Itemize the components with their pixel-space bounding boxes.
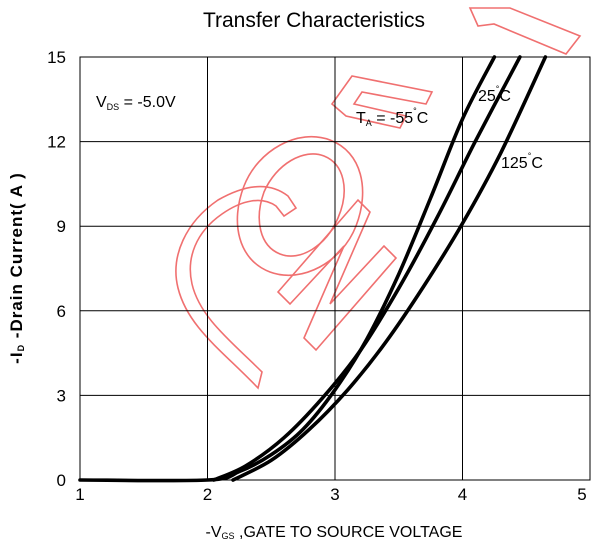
minus55-value: = -55: [372, 110, 413, 127]
vds-sub: DS: [107, 102, 120, 112]
watermark-letter-f: [330, 75, 434, 129]
y-tick-labels: 0 3 6 9 12 15: [47, 48, 66, 490]
plot-area-border: [79, 56, 591, 481]
y-tick-label: 6: [57, 302, 66, 321]
series-label-minus55: TA = -55°C: [356, 106, 428, 128]
y-tick-label: 15: [47, 48, 66, 67]
25c-value: 25: [478, 88, 496, 105]
125c-unit: C: [531, 155, 543, 172]
watermark-letter-n: [276, 198, 398, 352]
minus55-unit: C: [417, 110, 429, 127]
y-tick-label: 12: [47, 133, 66, 152]
y-axis-label-sub: D: [16, 344, 26, 352]
y-tick-label: 3: [57, 386, 66, 405]
grid: [80, 57, 590, 480]
minus55-prefix: T: [356, 110, 366, 127]
x-tick-label: 3: [330, 485, 339, 504]
series-label-25c: 25°C: [478, 84, 511, 105]
x-axis-label: -VGS ,GATE TO SOURCE VOLTAGE: [206, 524, 463, 541]
chart-title: Transfer Characteristics: [203, 9, 425, 32]
y-tick-label: 0: [57, 471, 66, 490]
series-line-125c: [231, 55, 548, 482]
x-axis-label-sub: GS: [222, 531, 235, 541]
vds-prefix: V: [96, 94, 107, 111]
minus55-sub: A: [366, 118, 372, 128]
x-tick-label: 4: [458, 485, 467, 504]
vds-condition-label: VDS = -5.0V: [96, 94, 176, 112]
125c-value: 125: [501, 155, 528, 172]
watermark-letter-c: [175, 185, 298, 390]
y-axis-label: -ID -Drain Current( A ): [7, 172, 26, 364]
x-tick-labels: 1 2 3 4 5: [75, 485, 586, 504]
25c-unit: C: [499, 88, 511, 105]
minus55-degree: °: [413, 106, 417, 116]
series-label-125c: 125°C: [501, 151, 543, 172]
x-axis-label-text: ,GATE TO SOURCE VOLTAGE: [235, 524, 463, 541]
y-axis-label-prefix: -I: [7, 351, 26, 363]
watermark-letter-i: [468, 7, 582, 55]
25c-degree: °: [496, 84, 500, 94]
watermark: [175, 7, 582, 390]
125c-degree: °: [528, 151, 532, 161]
y-axis-label-text: -Drain Current( A ): [7, 172, 26, 344]
y-tick-label: 9: [57, 217, 66, 236]
x-axis-label-prefix: -V: [206, 524, 222, 541]
x-tick-label: 1: [75, 485, 84, 504]
series-group: [78, 55, 548, 483]
series-line-minus55c: [78, 55, 497, 483]
x-tick-label: 5: [577, 485, 586, 504]
series-line-25c: [212, 55, 522, 482]
watermark-letter-o: [236, 135, 364, 277]
plot-frame: [79, 56, 591, 481]
vds-value: = -5.0V: [119, 94, 176, 111]
x-tick-label: 2: [203, 485, 212, 504]
